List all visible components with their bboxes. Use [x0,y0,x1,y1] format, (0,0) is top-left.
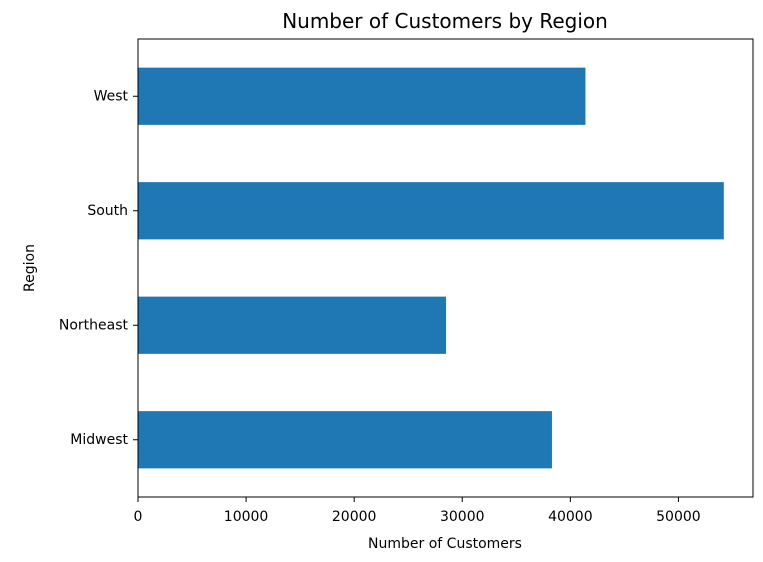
y-tick-label: Northeast [59,317,129,333]
bar-south [138,182,724,240]
bars-group [138,67,724,469]
x-tick-label: 10000 [224,509,269,525]
bar-midwest [138,411,552,469]
y-tick-label: Midwest [70,432,128,448]
bar-west [138,67,586,125]
y-axis-ticks: Midwest Northeast South West [59,88,138,448]
x-tick-label: 40000 [548,509,593,525]
y-tick-label: South [87,203,128,219]
y-tick-label: West [94,88,129,104]
x-tick-label: 30000 [440,509,485,525]
x-axis-label: Number of Customers [368,536,522,552]
bar-northeast [138,296,447,354]
y-axis-label: Region [22,244,38,292]
x-tick-label: 50000 [656,509,701,525]
chart-title: Number of Customers by Region [282,9,608,33]
x-tick-label: 0 [134,509,143,525]
plot-frame [137,38,754,498]
x-axis-ticks: 0 10000 20000 30000 40000 50000 [134,497,701,525]
x-tick-label: 20000 [332,509,377,525]
